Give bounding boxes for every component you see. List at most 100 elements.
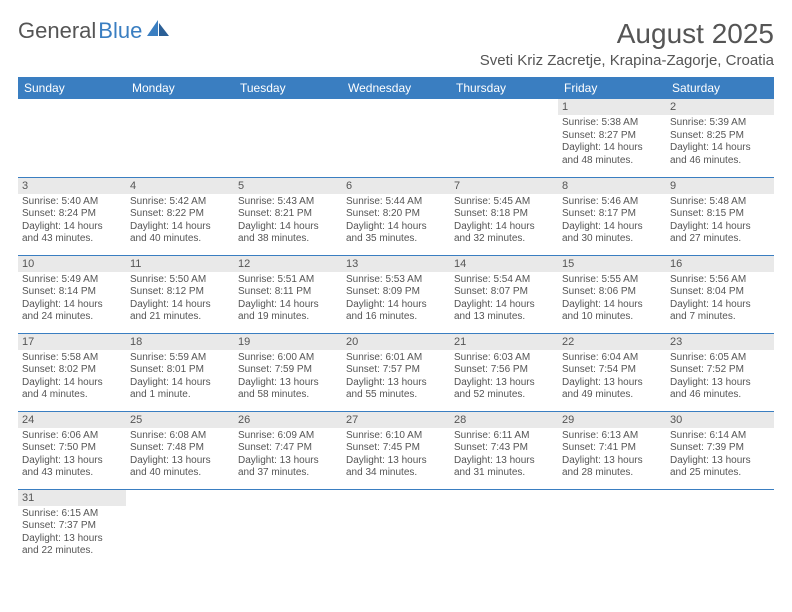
calendar-cell — [342, 489, 450, 567]
day-details: Sunrise: 5:51 AMSunset: 8:11 PMDaylight:… — [234, 272, 342, 327]
sunset-text: Sunset: 7:59 PM — [238, 364, 338, 377]
day-number: 27 — [342, 412, 450, 428]
day-details: Sunrise: 5:43 AMSunset: 8:21 PMDaylight:… — [234, 194, 342, 249]
daylight-text: Daylight: 13 hours and 34 minutes. — [346, 455, 446, 480]
calendar-cell: 15Sunrise: 5:55 AMSunset: 8:06 PMDayligh… — [558, 255, 666, 333]
sunrise-text: Sunrise: 5:51 AM — [238, 274, 338, 287]
day-details: Sunrise: 6:15 AMSunset: 7:37 PMDaylight:… — [18, 506, 126, 561]
day-details: Sunrise: 6:04 AMSunset: 7:54 PMDaylight:… — [558, 350, 666, 405]
day-number: 29 — [558, 412, 666, 428]
sunrise-text: Sunrise: 5:40 AM — [22, 196, 122, 209]
daylight-text: Daylight: 14 hours and 10 minutes. — [562, 299, 662, 324]
daylight-text: Daylight: 13 hours and 58 minutes. — [238, 377, 338, 402]
day-number: 18 — [126, 334, 234, 350]
day-details: Sunrise: 6:13 AMSunset: 7:41 PMDaylight:… — [558, 428, 666, 483]
daylight-text: Daylight: 14 hours and 38 minutes. — [238, 221, 338, 246]
calendar-cell — [126, 99, 234, 177]
day-number: 10 — [18, 256, 126, 272]
day-details: Sunrise: 5:44 AMSunset: 8:20 PMDaylight:… — [342, 194, 450, 249]
day-number: 4 — [126, 178, 234, 194]
sunrise-text: Sunrise: 5:44 AM — [346, 196, 446, 209]
sunrise-text: Sunrise: 5:50 AM — [130, 274, 230, 287]
sunset-text: Sunset: 7:57 PM — [346, 364, 446, 377]
day-details: Sunrise: 6:10 AMSunset: 7:45 PMDaylight:… — [342, 428, 450, 483]
day-details: Sunrise: 5:38 AMSunset: 8:27 PMDaylight:… — [558, 115, 666, 170]
calendar-cell: 31Sunrise: 6:15 AMSunset: 7:37 PMDayligh… — [18, 489, 126, 567]
sunset-text: Sunset: 8:11 PM — [238, 286, 338, 299]
sunrise-text: Sunrise: 5:38 AM — [562, 117, 662, 130]
calendar-cell: 12Sunrise: 5:51 AMSunset: 8:11 PMDayligh… — [234, 255, 342, 333]
daylight-text: Daylight: 14 hours and 35 minutes. — [346, 221, 446, 246]
day-number: 26 — [234, 412, 342, 428]
weekday-header: Friday — [558, 77, 666, 99]
day-details: Sunrise: 5:53 AMSunset: 8:09 PMDaylight:… — [342, 272, 450, 327]
day-details: Sunrise: 5:55 AMSunset: 8:06 PMDaylight:… — [558, 272, 666, 327]
day-number: 9 — [666, 178, 774, 194]
calendar-cell: 20Sunrise: 6:01 AMSunset: 7:57 PMDayligh… — [342, 333, 450, 411]
calendar-cell — [450, 489, 558, 567]
day-details: Sunrise: 5:45 AMSunset: 8:18 PMDaylight:… — [450, 194, 558, 249]
sunrise-text: Sunrise: 6:04 AM — [562, 352, 662, 365]
day-details: Sunrise: 6:06 AMSunset: 7:50 PMDaylight:… — [18, 428, 126, 483]
day-details: Sunrise: 5:56 AMSunset: 8:04 PMDaylight:… — [666, 272, 774, 327]
daylight-text: Daylight: 14 hours and 7 minutes. — [670, 299, 770, 324]
sunrise-text: Sunrise: 5:45 AM — [454, 196, 554, 209]
sail-icon — [145, 18, 171, 38]
calendar-cell: 14Sunrise: 5:54 AMSunset: 8:07 PMDayligh… — [450, 255, 558, 333]
calendar-cell: 28Sunrise: 6:11 AMSunset: 7:43 PMDayligh… — [450, 411, 558, 489]
day-number: 21 — [450, 334, 558, 350]
daylight-text: Daylight: 14 hours and 13 minutes. — [454, 299, 554, 324]
sunset-text: Sunset: 7:50 PM — [22, 442, 122, 455]
day-number: 19 — [234, 334, 342, 350]
brand-part2: Blue — [98, 18, 142, 44]
day-details: Sunrise: 5:54 AMSunset: 8:07 PMDaylight:… — [450, 272, 558, 327]
daylight-text: Daylight: 13 hours and 37 minutes. — [238, 455, 338, 480]
daylight-text: Daylight: 13 hours and 40 minutes. — [130, 455, 230, 480]
day-number: 14 — [450, 256, 558, 272]
sunset-text: Sunset: 7:37 PM — [22, 520, 122, 533]
daylight-text: Daylight: 13 hours and 43 minutes. — [22, 455, 122, 480]
brand-logo: GeneralBlue — [18, 18, 171, 44]
daylight-text: Daylight: 14 hours and 46 minutes. — [670, 142, 770, 167]
day-number: 15 — [558, 256, 666, 272]
weekday-header: Sunday — [18, 77, 126, 99]
sunset-text: Sunset: 8:25 PM — [670, 130, 770, 143]
sunset-text: Sunset: 8:14 PM — [22, 286, 122, 299]
page-header: GeneralBlue August 2025 Sveti Kriz Zacre… — [18, 18, 774, 69]
sunset-text: Sunset: 7:43 PM — [454, 442, 554, 455]
sunrise-text: Sunrise: 5:42 AM — [130, 196, 230, 209]
day-details: Sunrise: 5:46 AMSunset: 8:17 PMDaylight:… — [558, 194, 666, 249]
sunset-text: Sunset: 7:39 PM — [670, 442, 770, 455]
sunrise-text: Sunrise: 5:49 AM — [22, 274, 122, 287]
day-details: Sunrise: 5:58 AMSunset: 8:02 PMDaylight:… — [18, 350, 126, 405]
calendar-row: 1Sunrise: 5:38 AMSunset: 8:27 PMDaylight… — [18, 99, 774, 177]
sunrise-text: Sunrise: 5:46 AM — [562, 196, 662, 209]
sunrise-text: Sunrise: 5:48 AM — [670, 196, 770, 209]
calendar-cell: 9Sunrise: 5:48 AMSunset: 8:15 PMDaylight… — [666, 177, 774, 255]
weekday-header: Thursday — [450, 77, 558, 99]
sunrise-text: Sunrise: 6:05 AM — [670, 352, 770, 365]
calendar-cell: 18Sunrise: 5:59 AMSunset: 8:01 PMDayligh… — [126, 333, 234, 411]
day-number: 12 — [234, 256, 342, 272]
daylight-text: Daylight: 14 hours and 40 minutes. — [130, 221, 230, 246]
day-number: 13 — [342, 256, 450, 272]
calendar-cell: 23Sunrise: 6:05 AMSunset: 7:52 PMDayligh… — [666, 333, 774, 411]
calendar-cell — [342, 99, 450, 177]
calendar-cell: 22Sunrise: 6:04 AMSunset: 7:54 PMDayligh… — [558, 333, 666, 411]
weekday-header: Wednesday — [342, 77, 450, 99]
calendar-row: 24Sunrise: 6:06 AMSunset: 7:50 PMDayligh… — [18, 411, 774, 489]
calendar-cell: 29Sunrise: 6:13 AMSunset: 7:41 PMDayligh… — [558, 411, 666, 489]
daylight-text: Daylight: 14 hours and 21 minutes. — [130, 299, 230, 324]
sunset-text: Sunset: 7:47 PM — [238, 442, 338, 455]
calendar-row: 17Sunrise: 5:58 AMSunset: 8:02 PMDayligh… — [18, 333, 774, 411]
calendar-cell: 27Sunrise: 6:10 AMSunset: 7:45 PMDayligh… — [342, 411, 450, 489]
sunrise-text: Sunrise: 5:58 AM — [22, 352, 122, 365]
sunrise-text: Sunrise: 5:55 AM — [562, 274, 662, 287]
sunrise-text: Sunrise: 6:10 AM — [346, 430, 446, 443]
day-number: 24 — [18, 412, 126, 428]
sunrise-text: Sunrise: 5:43 AM — [238, 196, 338, 209]
daylight-text: Daylight: 13 hours and 46 minutes. — [670, 377, 770, 402]
sunset-text: Sunset: 8:22 PM — [130, 208, 230, 221]
daylight-text: Daylight: 14 hours and 19 minutes. — [238, 299, 338, 324]
daylight-text: Daylight: 14 hours and 1 minute. — [130, 377, 230, 402]
